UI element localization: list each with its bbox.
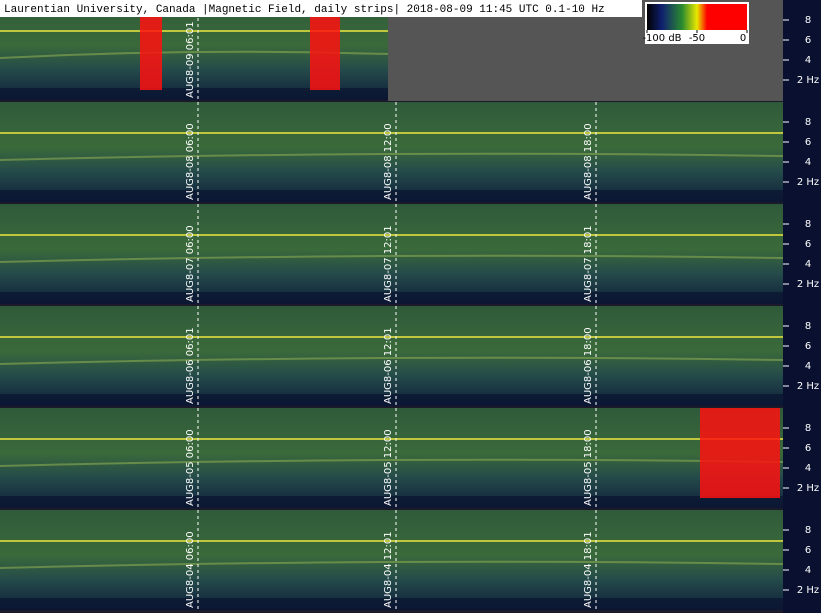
spectrogram <box>0 102 783 202</box>
y-tick-label: 6 <box>805 239 811 250</box>
hum-line <box>0 540 783 542</box>
y-tick-label: 4 <box>805 361 811 372</box>
time-label: AUG8-08 18:00 <box>583 123 594 200</box>
y-tick-label: 2 Hz <box>797 75 819 86</box>
y-tick-label: 2 Hz <box>797 279 819 290</box>
y-tick-label: 4 <box>805 565 811 576</box>
y-tick-label: 4 <box>805 157 811 168</box>
y-tick-label: 6 <box>805 137 811 148</box>
y-tick-label: 8 <box>805 219 811 230</box>
noise-floor <box>0 292 783 304</box>
spectrogram <box>0 204 783 304</box>
y-tick-label: 6 <box>805 341 811 352</box>
burst <box>140 0 162 90</box>
y-tick-label: 4 <box>805 259 811 270</box>
noise-floor <box>0 88 388 100</box>
time-label: AUG8-04 06:00 <box>185 531 196 608</box>
time-label: AUG8-06 18:00 <box>583 327 594 404</box>
time-label: AUG8-04 18:01 <box>583 531 594 608</box>
title-box <box>0 0 642 17</box>
y-tick-label: 2 Hz <box>797 483 819 494</box>
y-tick-label: 8 <box>805 321 811 332</box>
time-label: AUG8-09 06:01 <box>185 21 196 98</box>
y-tick-label: 2 Hz <box>797 381 819 392</box>
noise-floor <box>0 598 783 610</box>
time-label: AUG8-08 12:00 <box>383 123 394 200</box>
time-label: AUG8-05 06:00 <box>185 429 196 506</box>
y-tick-label: 4 <box>805 55 811 66</box>
resonance-band <box>0 356 784 365</box>
noise-floor <box>0 394 783 406</box>
y-tick-label: 6 <box>805 545 811 556</box>
y-tick-label: 8 <box>805 15 811 26</box>
colorbar-label: -50 <box>689 33 705 44</box>
noise-floor <box>0 190 783 202</box>
burst <box>700 408 780 498</box>
y-tick-label: 6 <box>805 443 811 454</box>
resonance-band <box>0 458 784 467</box>
spectrogram <box>0 510 783 610</box>
y-tick-label: 2 Hz <box>797 177 819 188</box>
spectrogram <box>0 408 783 508</box>
y-tick-label: 8 <box>805 525 811 536</box>
spectrogram <box>0 306 783 406</box>
hum-line <box>0 234 783 236</box>
colorbar-label: 0 <box>740 33 746 44</box>
time-label: AUG8-06 06:01 <box>185 327 196 404</box>
time-label: AUG8-05 12:00 <box>383 429 394 506</box>
y-tick-label: 8 <box>805 423 811 434</box>
resonance-band <box>0 254 784 263</box>
time-label: AUG8-04 12:01 <box>383 531 394 608</box>
colorbar-label: -100 dB <box>642 33 681 44</box>
y-tick-label: 8 <box>805 117 811 128</box>
hum-line <box>0 438 783 440</box>
chart-title: Laurentian University, Canada |Magnetic … <box>4 4 605 16</box>
y-tick-label: 4 <box>805 463 811 474</box>
y-tick-label: 2 Hz <box>797 585 819 596</box>
time-label: AUG8-08 06:00 <box>185 123 196 200</box>
axis-column <box>783 0 821 613</box>
resonance-band <box>0 560 784 569</box>
hum-line <box>0 30 388 32</box>
noise-floor <box>0 496 783 508</box>
time-label: AUG8-06 12:01 <box>383 327 394 404</box>
time-label: AUG8-07 18:01 <box>583 225 594 302</box>
resonance-band <box>0 152 784 161</box>
hum-line <box>0 336 783 338</box>
time-label: AUG8-07 12:01 <box>383 225 394 302</box>
y-tick-label: 6 <box>805 35 811 46</box>
time-label: AUG8-05 18:00 <box>583 429 594 506</box>
colorbar <box>647 4 747 30</box>
hum-line <box>0 132 783 134</box>
time-label: AUG8-07 06:00 <box>185 225 196 302</box>
